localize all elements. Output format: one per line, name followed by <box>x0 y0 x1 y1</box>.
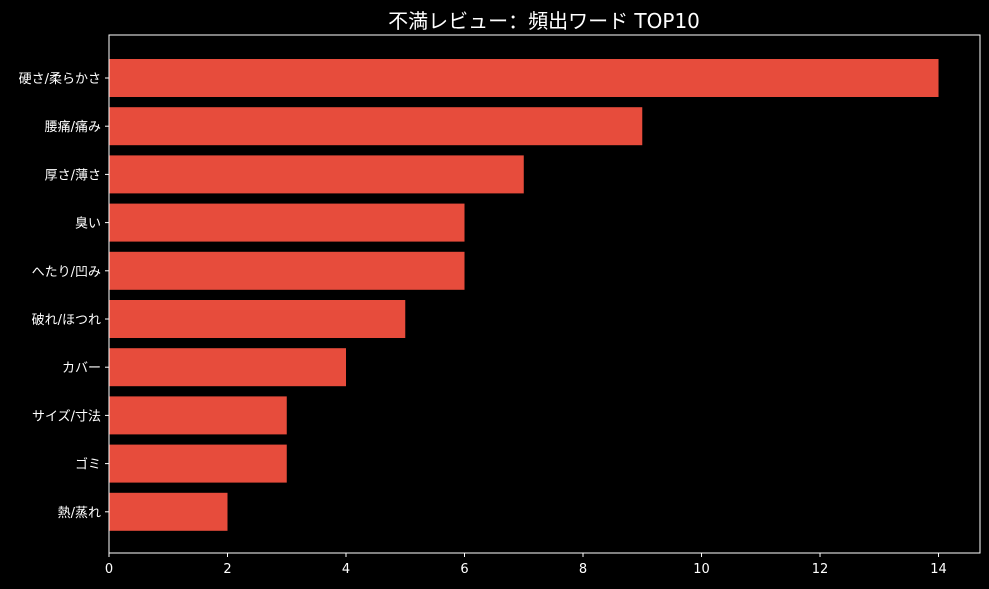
x-tick-label: 12 <box>812 562 829 577</box>
x-tick-label: 2 <box>223 562 231 577</box>
x-tick-label: 6 <box>460 562 468 577</box>
y-tick-label: 熱/蒸れ <box>58 506 101 521</box>
bars-layer <box>109 59 939 531</box>
x-tick-label: 10 <box>693 562 710 577</box>
bar-6 <box>109 300 406 338</box>
y-tick-label: サイズ/寸法 <box>32 408 101 424</box>
y-tick-label: へたり/凹み <box>32 265 101 280</box>
y-tick-label: カバー <box>62 361 101 376</box>
ticks-layer: 硬さ/柔らかさ腰痛/痛み厚さ/薄さ臭いへたり/凹み破れ/ほつれカバーサイズ/寸法… <box>19 72 947 577</box>
bar-7 <box>109 348 347 387</box>
bar-9 <box>109 444 287 483</box>
bar-3 <box>109 155 524 194</box>
y-tick-label: 臭い <box>75 217 101 232</box>
x-tick-label: 0 <box>105 562 113 577</box>
bar-2 <box>109 107 643 146</box>
bar-8 <box>109 396 287 435</box>
x-tick-label: 14 <box>930 562 947 577</box>
bar-4 <box>109 203 465 242</box>
axes-layer <box>108 34 981 554</box>
y-tick-label: ゴミ <box>75 457 101 473</box>
y-tick-label: 腰痛/痛み <box>45 119 101 135</box>
x-tick-label: 8 <box>579 562 587 577</box>
y-tick-label: 硬さ/柔らかさ <box>19 72 101 87</box>
bar-5 <box>109 251 465 290</box>
plot-frame <box>108 34 981 554</box>
y-tick-label: 破れ/ほつれ <box>32 313 101 328</box>
chart-title: 不満レビュー：頻出ワード TOP10 <box>388 9 700 33</box>
y-tick-label: 厚さ/薄さ <box>45 168 101 183</box>
bar-1 <box>109 59 939 97</box>
x-tick-label: 4 <box>342 562 350 577</box>
bar-10 <box>109 492 228 531</box>
